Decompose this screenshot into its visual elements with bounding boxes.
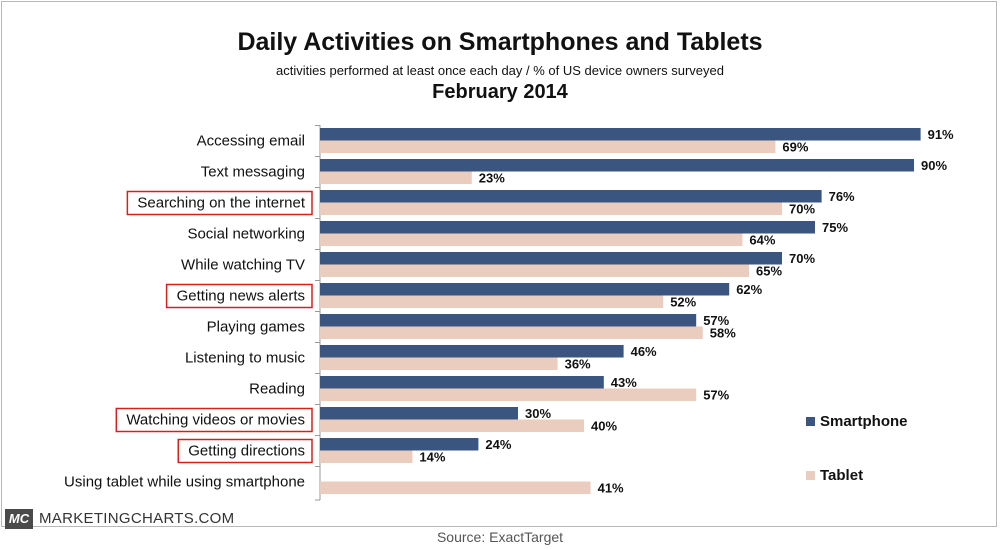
bar-smartphone-listening-to-music [320, 345, 624, 358]
bar-tablet-getting-news-alerts [320, 295, 664, 308]
value-label-tablet-reading: 57% [703, 388, 729, 403]
bar-tablet-listening-to-music [320, 357, 558, 370]
marketingcharts-logo: MC [5, 509, 33, 529]
value-label-smartphone-while-watching-tv: 70% [789, 251, 815, 266]
legend-swatch-tablet [806, 470, 815, 480]
category-label-while-watching-tv: While watching TV [181, 257, 305, 274]
bar-tablet-watching-videos-or-movies [320, 419, 584, 432]
value-label-smartphone-reading: 43% [611, 375, 637, 390]
highlight-box-getting-directions [177, 438, 313, 464]
highlight-box-searching-on-the-internet [126, 190, 313, 216]
legend-tablet: Tablet [806, 467, 863, 484]
category-label-using-tablet-while-using-smartphone: Using tablet while using smartphone [64, 474, 305, 491]
bar-smartphone-reading [320, 376, 604, 389]
bar-tablet-searching-on-the-internet [320, 202, 782, 215]
value-label-smartphone-getting-news-alerts: 62% [736, 282, 762, 297]
value-label-tablet-while-watching-tv: 65% [756, 264, 782, 279]
legend-swatch-smartphone [806, 416, 815, 426]
bar-tablet-social-networking [320, 233, 743, 246]
bar-tablet-text-messaging [320, 171, 472, 184]
category-label-listening-to-music: Listening to music [185, 350, 306, 367]
chart-title: Daily Activities on Smartphones and Tabl… [237, 28, 763, 56]
legend-label-tablet: Tablet [820, 467, 864, 484]
category-label-getting-directions: Getting directions [188, 443, 305, 460]
chart-date: February 2014 [432, 81, 568, 103]
bar-tablet-playing-games [320, 326, 703, 339]
footer-brand: MARKETINGCHARTS.COM [39, 510, 235, 527]
value-label-smartphone-text-messaging: 90% [921, 158, 947, 173]
bar-smartphone-getting-directions [320, 438, 479, 451]
category-label-watching-videos-or-movies: Watching videos or movies [126, 412, 305, 429]
value-label-smartphone-playing-games: 57% [703, 313, 729, 328]
value-label-smartphone-getting-directions: 24% [485, 437, 511, 452]
bar-tablet-while-watching-tv [320, 264, 749, 277]
value-label-smartphone-searching-on-the-internet: 76% [829, 189, 855, 204]
bar-tablet-accessing-email [320, 140, 776, 153]
category-label-searching-on-the-internet: Searching on the internet [137, 195, 305, 212]
source-note: Source: ExactTarget [436, 529, 564, 545]
bar-smartphone-searching-on-the-internet [320, 190, 822, 203]
value-label-tablet-playing-games: 58% [710, 326, 736, 341]
value-label-smartphone-watching-videos-or-movies: 30% [525, 406, 551, 421]
value-label-tablet-getting-directions: 14% [419, 450, 445, 465]
bar-smartphone-while-watching-tv [320, 252, 782, 265]
bar-smartphone-text-messaging [320, 159, 914, 172]
bar-smartphone-accessing-email [320, 128, 921, 141]
bar-tablet-reading [320, 388, 697, 401]
value-label-tablet-listening-to-music: 36% [565, 357, 591, 372]
bar-smartphone-playing-games [320, 314, 697, 327]
category-label-text-messaging: Text messaging [201, 164, 305, 181]
category-label-accessing-email: Accessing email [197, 133, 305, 150]
legend-smartphone: Smartphone [806, 413, 908, 430]
value-label-tablet-using-tablet-while-using-smartphone: 41% [598, 481, 624, 496]
highlight-box-getting-news-alerts [165, 283, 313, 309]
bar-smartphone-social-networking [320, 221, 815, 234]
value-label-smartphone-listening-to-music: 46% [631, 344, 657, 359]
value-label-tablet-getting-news-alerts: 52% [670, 295, 696, 310]
legend-label-smartphone: Smartphone [820, 413, 908, 430]
category-label-playing-games: Playing games [207, 319, 305, 336]
value-label-smartphone-accessing-email: 91% [928, 127, 954, 142]
chart-subtitle: activities performed at least once each … [276, 63, 724, 78]
chart-frame [1, 1, 997, 527]
value-label-tablet-text-messaging: 23% [479, 171, 505, 186]
bar-tablet-getting-directions [320, 450, 413, 463]
value-label-tablet-searching-on-the-internet: 70% [789, 202, 815, 217]
value-label-tablet-accessing-email: 69% [782, 140, 808, 155]
category-label-getting-news-alerts: Getting news alerts [177, 288, 305, 305]
highlight-box-watching-videos-or-movies [115, 407, 313, 433]
category-label-social-networking: Social networking [187, 226, 305, 243]
value-label-smartphone-social-networking: 75% [822, 220, 848, 235]
bar-tablet-using-tablet-while-using-smartphone [320, 481, 591, 494]
value-label-tablet-social-networking: 64% [749, 233, 775, 248]
category-label-reading: Reading [249, 381, 305, 398]
bar-smartphone-watching-videos-or-movies [320, 407, 518, 420]
value-label-tablet-watching-videos-or-movies: 40% [591, 419, 617, 434]
bar-smartphone-getting-news-alerts [320, 283, 730, 296]
